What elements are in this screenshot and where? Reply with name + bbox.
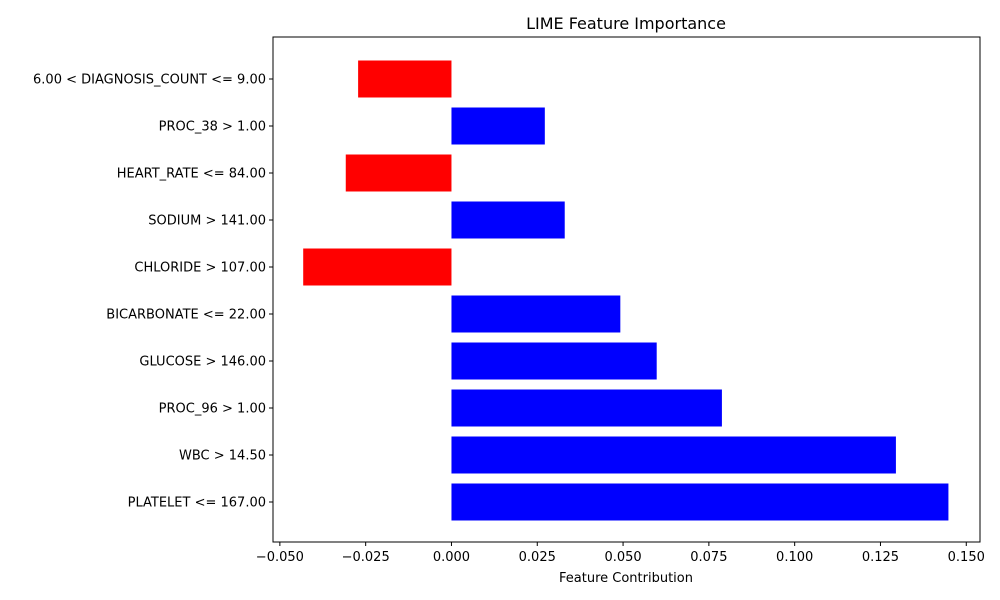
x-axis-label: Feature Contribution (559, 571, 693, 586)
y-tick-label: PLATELET <= 167.00 (128, 496, 266, 511)
y-tick-label: PROC_96 > 1.00 (159, 402, 266, 417)
x-tick-label: 0.075 (690, 550, 727, 565)
y-axis: 6.00 < DIAGNOSIS_COUNT <= 9.00 PROC_38 > … (33, 73, 273, 511)
bars-group (303, 60, 949, 521)
bar (451, 201, 565, 239)
y-tick-label: CHLORIDE > 107.00 (134, 261, 266, 276)
bar (451, 436, 896, 474)
x-tick-label: 0.025 (519, 550, 556, 565)
bar (451, 389, 722, 427)
y-tick-label: GLUCOSE > 146.00 (139, 355, 266, 370)
bar (451, 107, 545, 145)
x-tick-label: −0.050 (256, 550, 304, 565)
x-tick-label: 0.125 (862, 550, 899, 565)
bar (451, 295, 621, 333)
x-axis: −0.050 −0.025 0.000 0.025 0.050 0.075 0.100 0.1… (256, 542, 985, 565)
plot-frame (272, 36, 981, 543)
x-tick-label: 0.050 (604, 550, 641, 565)
y-tick-label: PROC_38 > 1.00 (159, 120, 266, 135)
y-tick-label: SODIUM > 141.00 (148, 214, 266, 229)
y-tick-label: HEART_RATE <= 84.00 (117, 167, 266, 182)
x-tick-label: −0.025 (342, 550, 390, 565)
x-tick-label: 0.100 (776, 550, 813, 565)
y-tick-label: WBC > 14.50 (179, 449, 266, 464)
bar (451, 483, 949, 521)
x-tick-label: 0.150 (948, 550, 985, 565)
y-tick-label: 6.00 < DIAGNOSIS_COUNT <= 9.00 (33, 73, 266, 88)
bar (451, 342, 657, 380)
bar (345, 154, 452, 192)
y-tick-label: BICARBONATE <= 22.00 (106, 308, 266, 323)
chart-title: LIME Feature Importance (526, 14, 726, 33)
x-tick-label: 0.000 (433, 550, 470, 565)
bar (358, 60, 452, 98)
bar (303, 248, 452, 286)
